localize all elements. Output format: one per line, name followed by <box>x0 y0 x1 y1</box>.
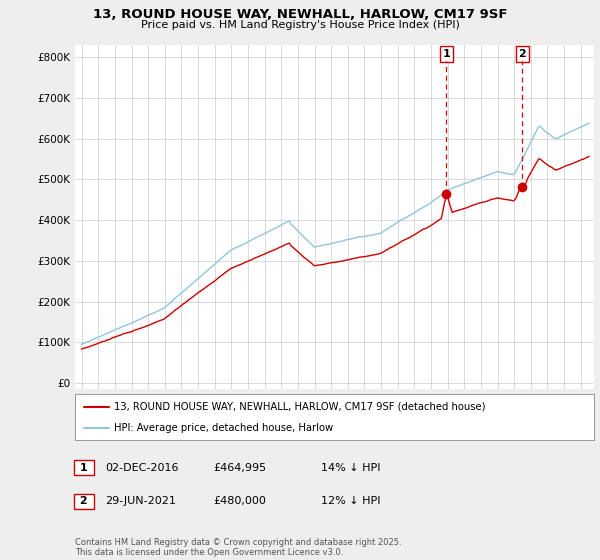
Text: 13, ROUND HOUSE WAY, NEWHALL, HARLOW, CM17 9SF: 13, ROUND HOUSE WAY, NEWHALL, HARLOW, CM… <box>93 8 507 21</box>
Text: Price paid vs. HM Land Registry's House Price Index (HPI): Price paid vs. HM Land Registry's House … <box>140 20 460 30</box>
Text: £480,000: £480,000 <box>213 496 266 506</box>
Text: 02-DEC-2016: 02-DEC-2016 <box>105 463 179 473</box>
Text: 29-JUN-2021: 29-JUN-2021 <box>105 496 176 506</box>
Text: 14% ↓ HPI: 14% ↓ HPI <box>321 463 380 473</box>
Text: 12% ↓ HPI: 12% ↓ HPI <box>321 496 380 506</box>
Text: 2: 2 <box>518 49 526 59</box>
Text: 1: 1 <box>76 463 92 473</box>
Text: 2: 2 <box>76 496 92 506</box>
Text: Contains HM Land Registry data © Crown copyright and database right 2025.
This d: Contains HM Land Registry data © Crown c… <box>75 538 401 557</box>
Text: HPI: Average price, detached house, Harlow: HPI: Average price, detached house, Harl… <box>114 423 333 433</box>
Text: £464,995: £464,995 <box>213 463 266 473</box>
Text: 1: 1 <box>442 49 450 59</box>
Text: 13, ROUND HOUSE WAY, NEWHALL, HARLOW, CM17 9SF (detached house): 13, ROUND HOUSE WAY, NEWHALL, HARLOW, CM… <box>114 402 485 412</box>
